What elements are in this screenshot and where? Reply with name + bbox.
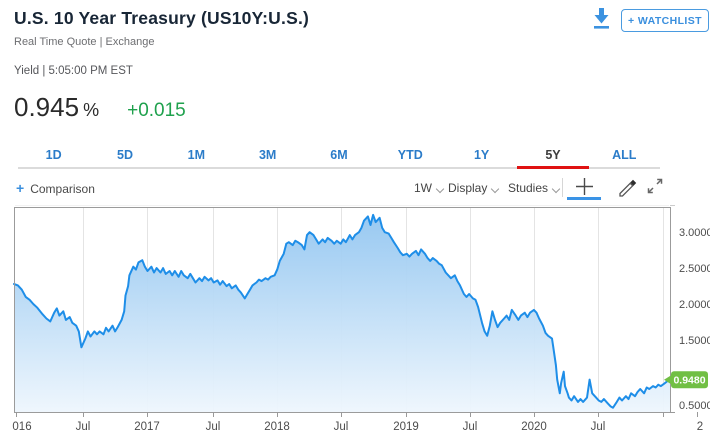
chevron-down-icon: [435, 184, 445, 193]
price-unit: %: [83, 100, 100, 120]
studies-dropdown[interactable]: Studies: [508, 181, 561, 195]
y-axis-label: 2.0000: [679, 299, 710, 311]
x-axis-label: 2019: [393, 421, 419, 433]
tab-bar-underline: [18, 167, 660, 169]
plot-border: [14, 207, 671, 413]
quote-type-timestamp: Yield | 5:05:00 PM EST: [14, 65, 133, 77]
tab-1m[interactable]: 1M: [187, 148, 205, 162]
add-watchlist-button[interactable]: + WATCHLIST: [621, 9, 709, 32]
crosshair-active-indicator: [567, 197, 601, 200]
tab-1y[interactable]: 1Y: [473, 148, 490, 162]
x-axis-label: 2: [697, 421, 703, 433]
chart-canvas[interactable]: 016 Jul 2017 Jul 2018 Jul 2019 Jul 2020 Jul 2 3.000…: [0, 204, 710, 446]
tab-6m[interactable]: 6M: [330, 148, 348, 162]
area-fill: [14, 214, 670, 412]
tab-all[interactable]: ALL: [612, 148, 637, 162]
y-axis-label: 0.5000: [679, 400, 710, 412]
crosshair-tool-button[interactable]: [567, 176, 601, 202]
x-axis-label: Jul: [206, 421, 221, 433]
page-title: U.S. 10 Year Treasury (US10Y:U.S.): [14, 8, 310, 28]
plus-icon: +: [16, 180, 25, 196]
tab-3m[interactable]: 3M: [258, 148, 277, 162]
price-change: +0.015: [127, 100, 186, 121]
tab-5d[interactable]: 5D: [117, 148, 133, 162]
svg-text:0.9480: 0.9480: [673, 374, 705, 386]
tab-ytd[interactable]: YTD: [397, 148, 423, 162]
expand-icon: [647, 178, 663, 194]
display-label: Display: [448, 181, 488, 195]
x-axis-label: Jul: [76, 421, 91, 433]
interval-label: 1W: [414, 181, 432, 195]
comparison-button[interactable]: + Comparison: [16, 180, 95, 196]
price-row: 0.945 % +0.015: [14, 92, 186, 123]
interval-dropdown[interactable]: 1W: [414, 181, 445, 195]
toolbar-divider: [562, 178, 563, 197]
studies-label: Studies: [508, 181, 549, 195]
chevron-down-icon: [491, 184, 500, 193]
download-icon: [594, 8, 609, 29]
chevron-down-icon: [551, 184, 561, 193]
last-price: 0.945: [14, 92, 80, 122]
x-axis-label: Jul: [463, 421, 478, 433]
crosshair-icon: [576, 178, 593, 195]
quote-subtitle: Real Time Quote | Exchange: [14, 36, 155, 48]
pencil-icon: [619, 179, 637, 197]
x-axis-label: 2017: [134, 421, 160, 433]
download-button[interactable]: [591, 7, 613, 31]
y-axis-label: 2.5000: [679, 263, 710, 275]
range-tab-bar: 1D 5D 1M 3M 6M YTD 1Y 5Y ALL: [18, 145, 660, 169]
x-axis-label: 2020: [521, 421, 547, 433]
fullscreen-tool-button[interactable]: [645, 176, 665, 201]
x-axis-label: 2018: [264, 421, 290, 433]
x-axis-label: 016: [12, 421, 31, 433]
x-axis-label: Jul: [591, 421, 606, 433]
tab-5y-active[interactable]: 5Y: [517, 145, 589, 169]
y-axis-label: 1.5000: [679, 335, 710, 347]
price-chart[interactable]: 016 Jul 2017 Jul 2018 Jul 2019 Jul 2020 Jul 2 3.000…: [0, 204, 710, 446]
price-line: [13, 213, 671, 409]
chart-toolbar: + Comparison 1W Display Studies: [0, 176, 710, 202]
last-price-badge: 0.9480: [664, 371, 708, 389]
comparison-label: Comparison: [30, 182, 95, 196]
draw-tool-button[interactable]: [616, 176, 638, 203]
tab-1d[interactable]: 1D: [45, 148, 62, 162]
watchlist-button-label: + WATCHLIST: [628, 14, 702, 27]
display-dropdown[interactable]: Display: [448, 181, 500, 195]
y-axis-label: 3.0000: [679, 227, 710, 239]
x-axis-label: Jul: [334, 421, 349, 433]
